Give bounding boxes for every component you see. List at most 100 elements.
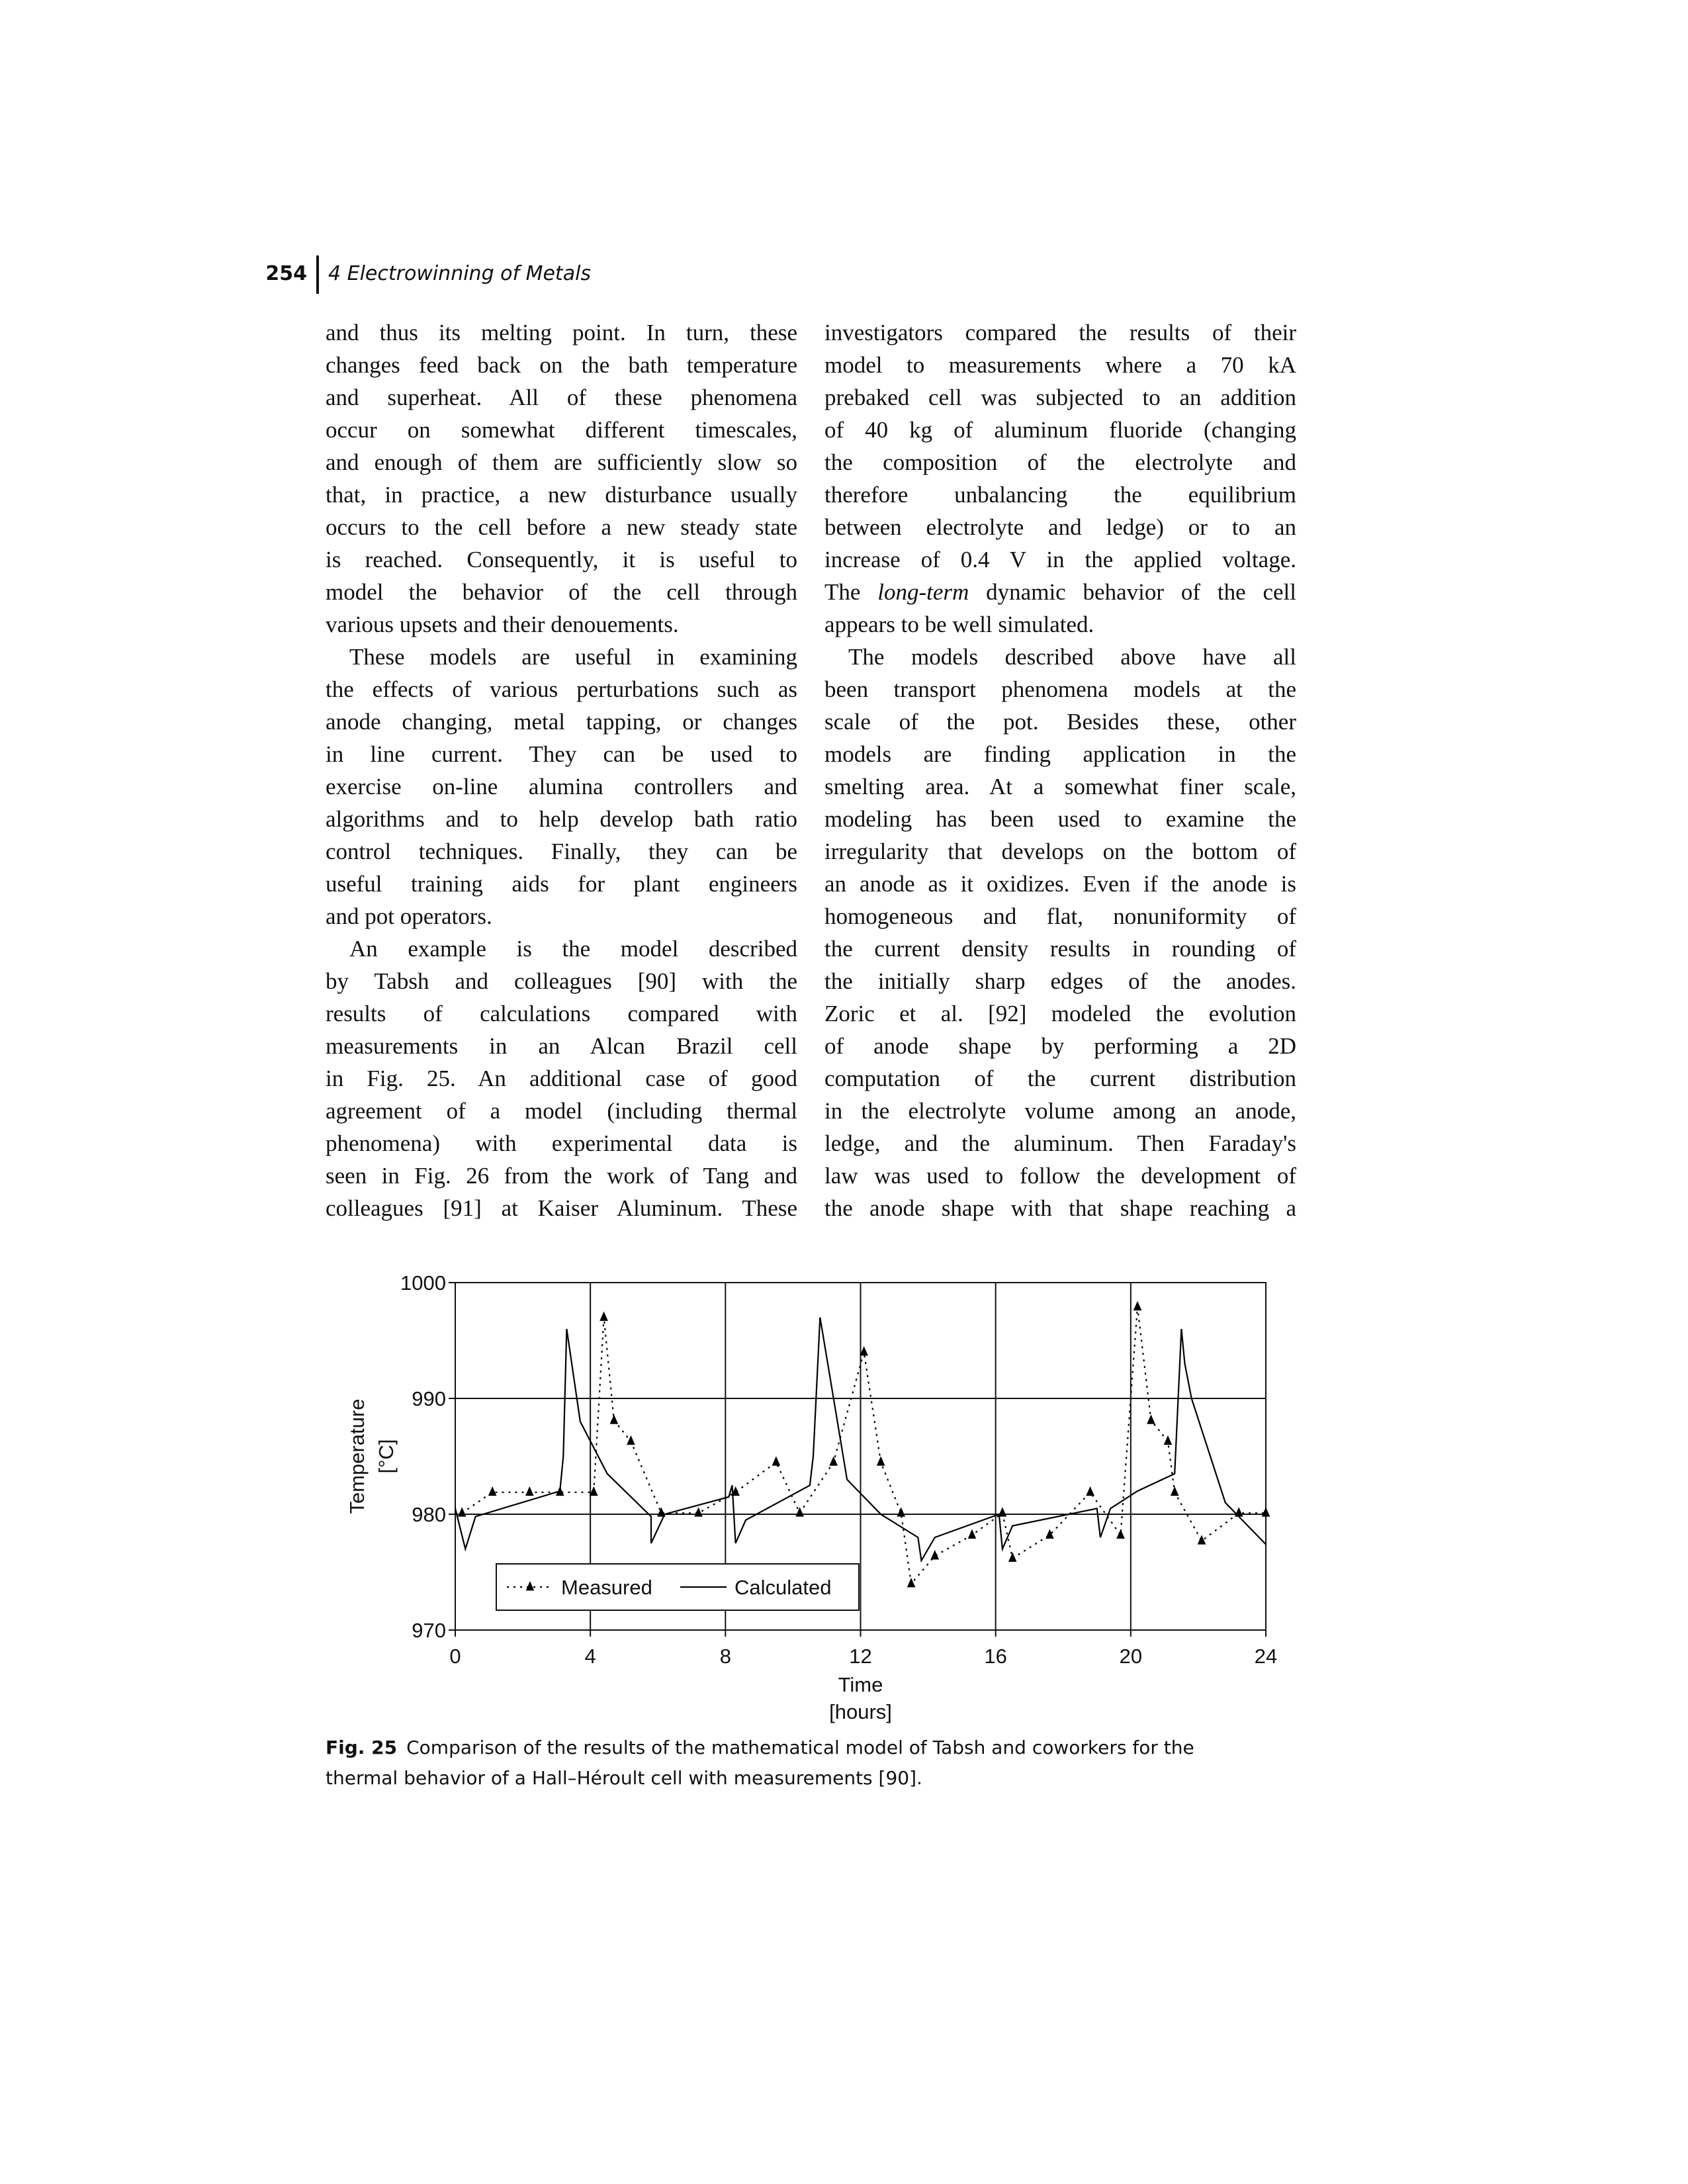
data-point: [1261, 1507, 1270, 1517]
text-line: These models are useful in examining: [349, 644, 797, 670]
text-line: law was used to follow the development o…: [824, 1163, 1296, 1189]
x-axis-label: [hours]: [829, 1700, 892, 1723]
text-line: results of calculations compared with: [326, 1001, 797, 1026]
y-tick-label: 970: [412, 1619, 446, 1642]
text-line: the effects of various perturbations suc…: [326, 676, 797, 702]
text-line: computation of the current distribution: [824, 1066, 1296, 1091]
chart: 970 980 990 1000 0 4 8 12 16 20 24 Time [hours] Tempe…: [345, 1271, 1277, 1723]
text-line: in line current. They can be used to: [326, 741, 797, 767]
text-line: investigators compared the results of th…: [824, 320, 1296, 345]
data-point: [1234, 1507, 1243, 1517]
text-line: phenomena) with experimental data is: [326, 1130, 797, 1156]
text-line: anode changing, metal tapping, or change…: [326, 709, 797, 735]
data-point: [772, 1456, 781, 1466]
text-line: irregularity that develops on the bottom…: [824, 839, 1296, 864]
text-line: various upsets and their denouements.: [326, 612, 679, 637]
data-point: [967, 1529, 977, 1539]
data-point: [488, 1486, 497, 1496]
page-number: 254: [265, 262, 307, 285]
emphasis: long-term: [877, 579, 969, 605]
data-point: [589, 1486, 598, 1496]
legend-box: [496, 1563, 860, 1611]
text-line: models are finding application in the: [824, 741, 1296, 767]
text-line: of anode shape by performing a 2D: [824, 1033, 1296, 1059]
text-line: been transport phenomena models at the: [824, 676, 1296, 702]
text-line: Zoric et al. [92] modeled the evolution: [824, 1001, 1296, 1026]
text-line: The long-term dynamic behavior of the ce…: [824, 576, 1296, 608]
data-point: [829, 1456, 838, 1466]
text-line: and enough of them are sufficiently slow…: [326, 449, 797, 475]
data-point: [1133, 1300, 1142, 1311]
legend-label: Calculated: [734, 1576, 831, 1599]
data-point: [1116, 1529, 1125, 1539]
text-line: prebaked cell was subjected to an additi…: [824, 385, 1296, 410]
x-axis-label: Time: [838, 1673, 883, 1696]
text-line: scale of the pot. Besides these, other: [824, 709, 1296, 735]
data-point: [657, 1507, 666, 1517]
data-point: [627, 1435, 635, 1445]
text-line: The models described above have all: [848, 644, 1296, 670]
text-line: of 40 kg of aluminum fluoride (changing: [824, 417, 1296, 443]
caption-text: Comparison of the results of the mathema…: [326, 1737, 1194, 1789]
text-line: colleagues [91] at Kaiser Aluminum. Thes…: [326, 1195, 797, 1221]
y-tick-label: 1000: [400, 1271, 446, 1295]
text-segment: The: [824, 579, 878, 605]
data-point: [1086, 1486, 1094, 1496]
data-point: [600, 1311, 608, 1321]
text-line: model the behavior of the cell through: [326, 579, 797, 605]
text-line: exercise on-line alumina controllers and: [326, 774, 797, 799]
data-point: [1163, 1435, 1173, 1445]
data-line: [454, 1317, 1266, 1563]
data-point: [1045, 1529, 1054, 1539]
text-line: that, in practice, a new disturbance usu…: [326, 482, 797, 508]
text-line: homogeneous and flat, nonuniformity of: [824, 903, 1296, 929]
text-line: changes feed back on the bath temperatur…: [326, 352, 797, 378]
data-point: [897, 1507, 906, 1517]
x-tick-label: 0: [449, 1645, 461, 1668]
caption-label: Fig. 25: [326, 1737, 398, 1758]
running-title: 4 Electrowinning of Metals: [328, 262, 592, 285]
text-line: the initially sharp edges of the anodes.: [824, 968, 1296, 994]
text-line: and superheat. All of these phenomena: [326, 385, 797, 410]
data-point: [795, 1507, 804, 1517]
legend-label: Measured: [561, 1576, 652, 1599]
x-tick-label: 8: [720, 1645, 731, 1668]
y-tick-label: 990: [412, 1387, 446, 1410]
data-point: [1197, 1535, 1206, 1545]
text-line: is reached. Consequently, it is useful t…: [326, 547, 797, 572]
text-line: and thus its melting point. In turn, the…: [326, 320, 797, 345]
legend-marker: [525, 1581, 535, 1591]
text-line: appears to be well simulated.: [824, 612, 1094, 637]
y-tick-label: 980: [412, 1503, 446, 1526]
data-point: [525, 1486, 534, 1496]
text-line: seen in Fig. 26 from the work of Tang an…: [326, 1163, 797, 1189]
text-line: useful training aids for plant engineers: [326, 871, 797, 897]
text-line: an anode as it oxidizes. Even if the ano…: [824, 871, 1296, 897]
text-line: agreement of a model (including thermal: [326, 1098, 797, 1124]
text-line: measurements in an Alcan Brazil cell: [326, 1033, 797, 1059]
text-line: the current density results in rounding …: [824, 936, 1296, 962]
data-point: [907, 1578, 916, 1588]
text-line: control techniques. Finally, they can be: [326, 839, 797, 864]
text-line: model to measurements where a 70 kA: [824, 352, 1296, 378]
data-point: [1170, 1486, 1179, 1496]
text-line: between electrolyte and ledge) or to an: [824, 514, 1296, 540]
text-line: the anode shape with that shape reaching…: [824, 1195, 1296, 1221]
figure-caption: Fig. 25 Comparison of the results of the …: [326, 1733, 1239, 1794]
text-line: algorithms and to help develop bath rati…: [326, 806, 797, 832]
x-tick-label: 16: [984, 1645, 1006, 1668]
text-column: investigators compared the results of th…: [824, 316, 1296, 1224]
text-line: An example is the model described: [349, 936, 797, 962]
x-tick-label: 24: [1255, 1645, 1277, 1668]
x-tick-label: 12: [849, 1645, 871, 1668]
data-point: [876, 1456, 885, 1466]
text-line: modeling has been used to examine the: [824, 806, 1296, 832]
text-line: therefore unbalancing the equilibrium: [824, 482, 1296, 508]
data-point: [1147, 1414, 1155, 1424]
y-axis-label: Temperature: [345, 1398, 369, 1514]
data-point: [609, 1414, 619, 1424]
header-rule: [316, 255, 319, 294]
y-axis-label: [°C]: [375, 1439, 398, 1473]
data-point: [998, 1507, 1007, 1517]
